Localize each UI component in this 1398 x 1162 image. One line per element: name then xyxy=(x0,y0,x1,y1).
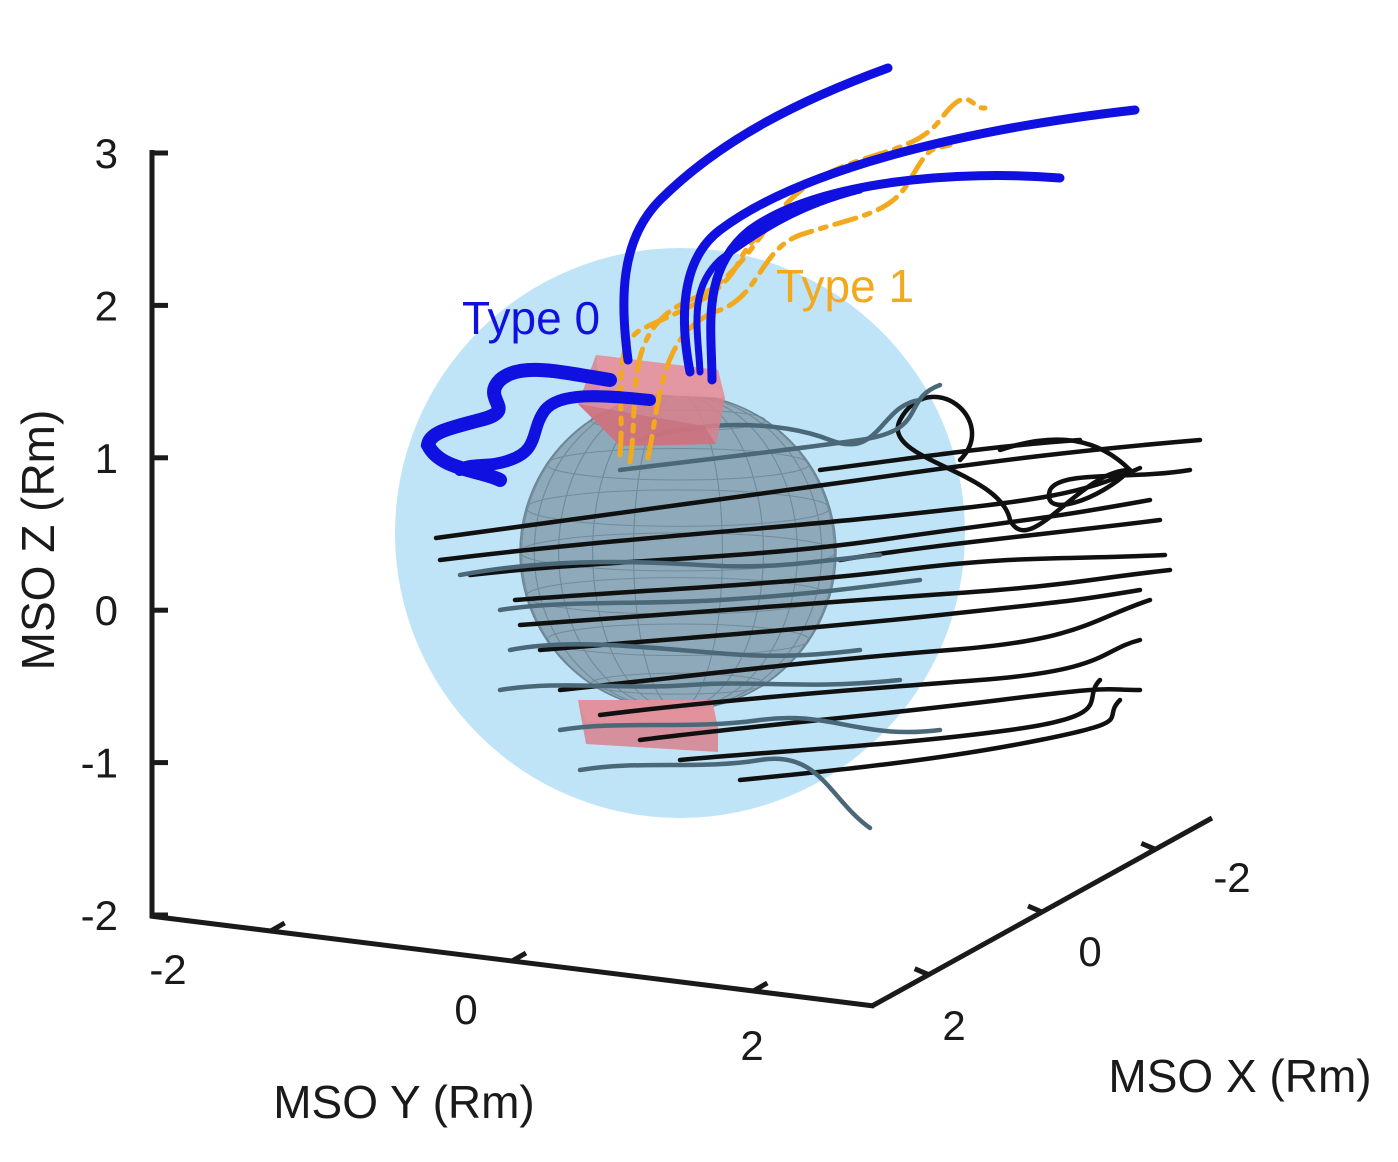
closed-field-line xyxy=(737,697,1123,783)
draped-field-line xyxy=(497,577,923,613)
x-tick-label: 2 xyxy=(942,1002,965,1049)
z-tick-label: 3 xyxy=(95,130,118,177)
x-tick-label: -2 xyxy=(1213,854,1250,901)
closed-field-line xyxy=(537,587,1143,653)
x-tick-mark xyxy=(913,966,930,977)
y-tick-label: 2 xyxy=(740,1022,763,1069)
closed-field-line xyxy=(597,637,1143,718)
y-tick-mark xyxy=(269,920,286,934)
z-tick-label: 2 xyxy=(95,282,118,329)
annotation-type0: Type 0 xyxy=(462,292,600,344)
type1-field-line xyxy=(645,142,953,461)
type0-field-line xyxy=(693,186,864,376)
type0-field-line xyxy=(706,171,1065,385)
z-tick-label: 1 xyxy=(95,435,118,482)
closed-field-line xyxy=(437,465,1143,563)
y-axis-label: MSO Y (Rm) xyxy=(273,1076,535,1128)
type0-field-lines xyxy=(420,63,1140,487)
draped-field-line xyxy=(507,641,863,659)
z-tick-label: 0 xyxy=(95,587,118,634)
closed-field-line xyxy=(512,552,1168,603)
closed-field-line xyxy=(895,394,1133,533)
z-axis-label: MSO Z (Rm) xyxy=(12,410,64,671)
annotation-type1: Type 1 xyxy=(776,260,914,312)
closed-field-line xyxy=(817,437,1083,473)
y-axis-ticks: -2 0 2 xyxy=(149,920,769,1069)
closed-field-line xyxy=(637,686,1143,743)
z-tick-label: -1 xyxy=(81,740,118,787)
type0-field-line xyxy=(619,63,893,365)
draped-field-line xyxy=(617,382,943,473)
closed-field-line xyxy=(433,437,1203,541)
type1-field-line xyxy=(627,96,988,465)
z-tick-label: -2 xyxy=(81,892,118,939)
x-tick-mark xyxy=(1027,903,1043,915)
type0-field-line xyxy=(454,390,656,476)
x-tick-mark xyxy=(1140,841,1157,852)
closed-field-line xyxy=(467,497,1153,578)
y-tick-label: -2 xyxy=(149,946,186,993)
closed-field-line xyxy=(557,597,1153,693)
draped-field-line xyxy=(557,715,943,735)
draped-field-line xyxy=(457,552,883,578)
x-axis-label: MSO X (Rm) xyxy=(1108,1050,1371,1102)
draped-field-line xyxy=(497,677,903,693)
type0-field-line xyxy=(679,105,1140,377)
x-tick-label: 0 xyxy=(1078,928,1101,975)
y-tick-mark xyxy=(510,950,528,964)
x-axis-ticks: -2 0 2 xyxy=(913,841,1251,1049)
type0-field-line xyxy=(420,362,617,487)
closed-field-lines xyxy=(433,382,1203,831)
y-tick-label: 0 xyxy=(454,986,477,1033)
closed-field-line xyxy=(677,677,1103,763)
z-axis-ticks: 3 2 1 0 -1 -2 xyxy=(81,130,168,939)
closed-field-line xyxy=(517,567,1173,628)
draped-field-line xyxy=(577,756,873,831)
y-tick-mark xyxy=(752,980,769,994)
